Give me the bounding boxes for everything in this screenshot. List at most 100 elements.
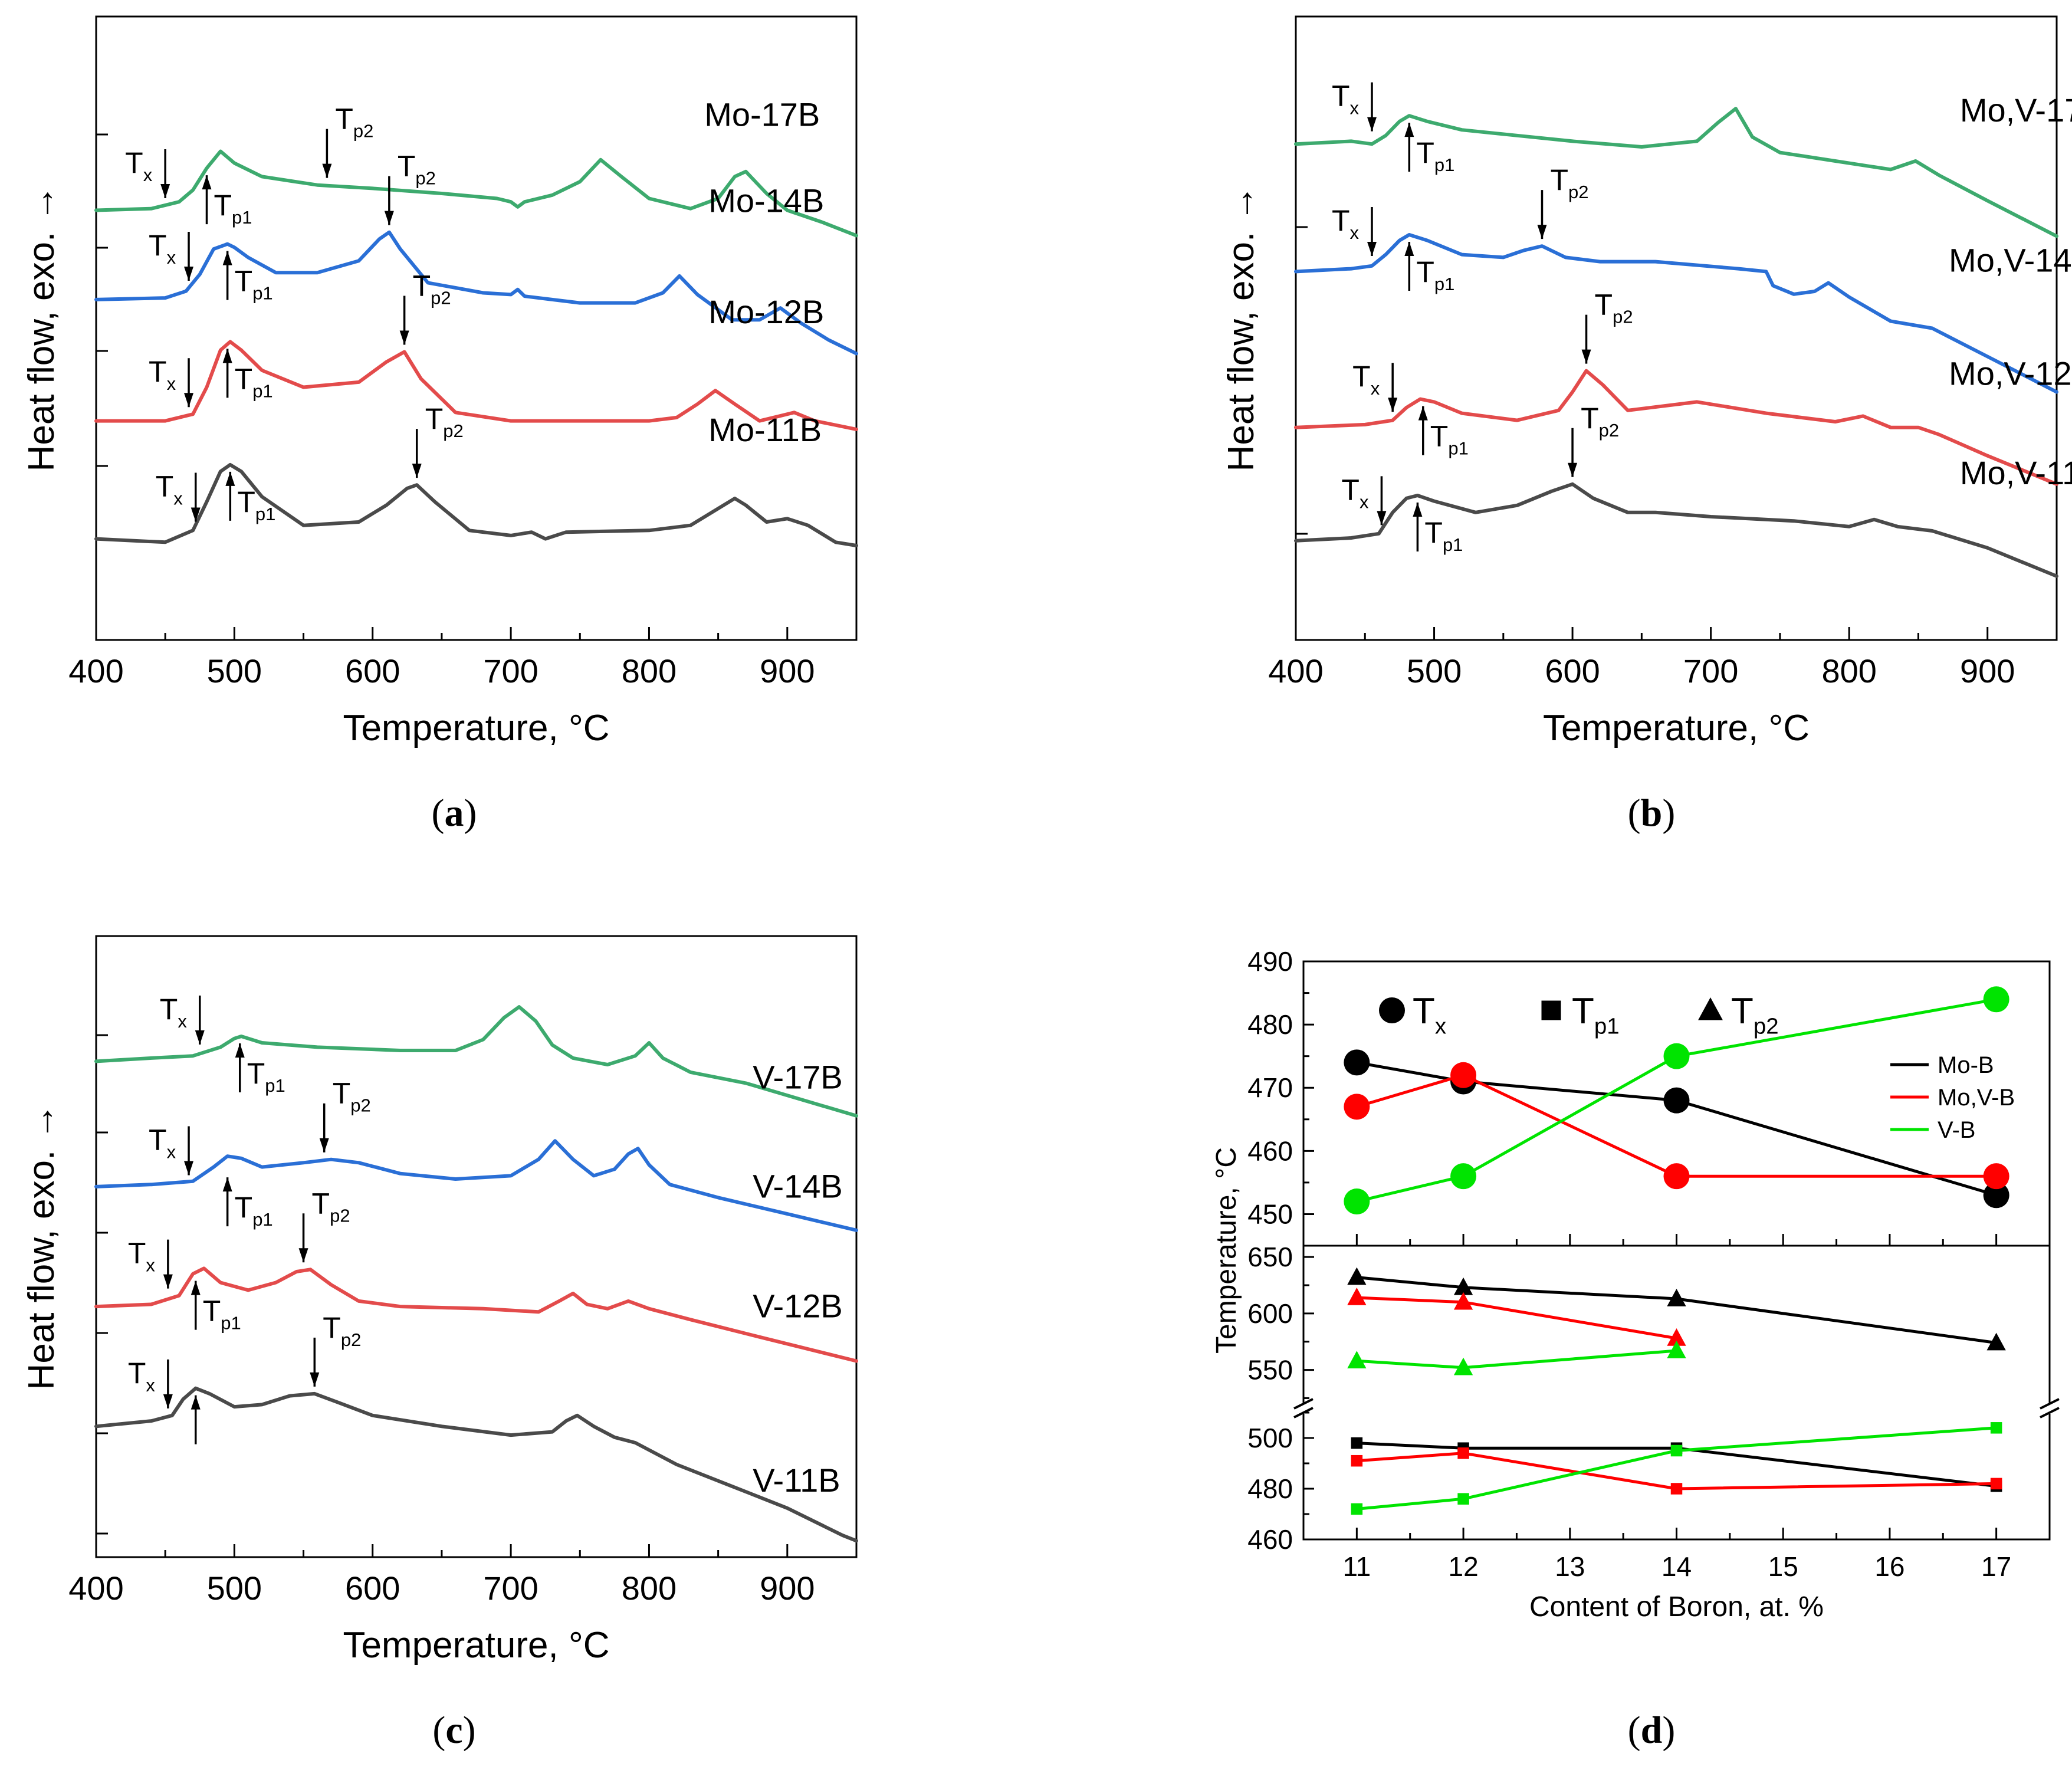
marker-label-0: Tx [125, 146, 153, 185]
marker-arrow-5-head [1388, 398, 1398, 412]
data-point-upper-2-3 [1983, 986, 2009, 1013]
marker-arrow-7-head [222, 349, 232, 363]
data-point-upper-1-0 [1344, 1094, 1370, 1120]
axis-break-mark-1 [2040, 1407, 2060, 1419]
marker-label-0: Tx [1332, 80, 1360, 119]
marker-label-6: Tx [149, 355, 176, 394]
x-tick-label: 400 [1268, 652, 1323, 690]
marker-legend-symbol-2 [1698, 997, 1723, 1020]
y-tick-label-lower: 460 [1247, 1524, 1293, 1555]
data-point-lower-2-1 [1457, 1493, 1469, 1505]
marker-label-2: Tx [1332, 204, 1360, 243]
curve-label-0: Mo-17B [704, 96, 820, 133]
marker-arrow-1-head [235, 1043, 245, 1058]
legend-label-1: Mo,V-B [1938, 1085, 2015, 1111]
x-axis-title: Temperature, °C [343, 1625, 609, 1666]
marker-label-7: Tp1 [235, 362, 273, 401]
curve-label-1: Mo,V-14B [1949, 241, 2072, 278]
plot-frame [95, 15, 858, 641]
data-point-upper-2-0 [1344, 1188, 1370, 1215]
legend-label-2: V-B [1938, 1117, 1975, 1143]
marker-arrow-6-head [184, 393, 194, 408]
marker-arrow-3-head [222, 1177, 232, 1192]
marker-legend-symbol-0 [1379, 997, 1405, 1023]
marker-label-4: Tp2 [1550, 163, 1588, 202]
marker-label-8: Tp2 [413, 269, 451, 308]
marker-label-6: Tp1 [1430, 420, 1469, 459]
marker-label-3: Tp1 [235, 1191, 273, 1230]
marker-arrow-9-head [191, 507, 201, 522]
marker-arrow-2-head [322, 163, 332, 178]
y-axis-title: Temperature, °C [1211, 1147, 1242, 1354]
x-tick-label: 600 [1545, 652, 1600, 690]
marker-arrow-4-head [319, 1138, 329, 1153]
marker-label-1: Tp1 [214, 189, 252, 228]
data-point-lower-3-3 [1986, 1332, 2006, 1351]
x-tick-label: 12 [1448, 1551, 1478, 1582]
data-point-lower-3-2 [1667, 1288, 1686, 1306]
plot-frame [1295, 15, 2058, 641]
x-tick-label: 14 [1661, 1551, 1692, 1582]
plot-frame [95, 935, 858, 1558]
marker-arrow-10-head [310, 1372, 320, 1387]
marker-arrow-2-head [1367, 241, 1377, 256]
series-line-lower-5 [1357, 1349, 1677, 1370]
series-line-upper-1 [1356, 1073, 1997, 1178]
panel-caption: (d) [1628, 1709, 1676, 1752]
panel-b: 400 500 600 700 800 900 Temperature, °C Heat fl… [1221, 15, 2072, 835]
series-line-1 [1294, 233, 2058, 394]
x-tick-label: 900 [760, 1570, 815, 1607]
data-point-upper-0-2 [1663, 1087, 1690, 1114]
series-line-upper-2 [1356, 997, 1997, 1203]
x-tick-label: 16 [1874, 1551, 1904, 1582]
marker-arrow-4-head [222, 251, 232, 265]
x-tick-label: 800 [1821, 652, 1876, 690]
x-tick-label: 800 [622, 1570, 677, 1607]
series-line-0 [94, 149, 858, 238]
y-tick-label-lower: 650 [1247, 1242, 1293, 1272]
marker-label-5: Tp2 [398, 150, 436, 189]
marker-label-8: Tx [1341, 473, 1369, 512]
x-tick-label: 400 [68, 652, 123, 690]
curve-label-2: Mo,V-12B [1949, 355, 2072, 392]
marker-arrow-7-head [1581, 349, 1591, 364]
marker-arrow-5-head [384, 211, 394, 225]
y-tick-label-lower: 500 [1247, 1423, 1293, 1453]
marker-arrow-6-head [1418, 406, 1428, 421]
x-tick-label: 600 [345, 1570, 400, 1607]
data-point-lower-5-1 [1453, 1357, 1473, 1375]
axis-break-mark-1 [2040, 1398, 2060, 1410]
marker-label-10: Tp2 [1581, 402, 1619, 441]
data-point-upper-1-2 [1663, 1163, 1690, 1190]
marker-arrow-7-head [298, 1248, 308, 1263]
data-point-upper-1-1 [1450, 1062, 1477, 1088]
series-line-lower-0 [1357, 1442, 1997, 1488]
y-tick-label-lower: 550 [1247, 1355, 1293, 1385]
series-line-0 [94, 1005, 858, 1118]
x-tick-label: 500 [207, 1570, 262, 1607]
legend-label-0: Mo-B [1938, 1052, 1994, 1078]
curve-label-3: Mo,V-11B [1960, 454, 2072, 491]
marker-arrow-9-head [191, 1395, 201, 1410]
marker-label-11: Tp2 [425, 402, 464, 441]
x-axis-title: Temperature, °C [1543, 708, 1810, 748]
marker-arrow-0-head [195, 1030, 205, 1045]
y-tick-label-lower: 600 [1247, 1298, 1293, 1329]
data-point-upper-1-3 [1983, 1163, 2009, 1190]
panel-caption: (a) [432, 792, 477, 835]
axis-break-mark-0 [1293, 1398, 1314, 1410]
series-line-2 [94, 340, 858, 431]
marker-label-4: Tp2 [333, 1077, 371, 1116]
curve-label-3: Mo-11B [708, 411, 822, 448]
data-point-upper-0-0 [1344, 1049, 1370, 1076]
x-tick-label: 13 [1555, 1551, 1585, 1582]
marker-label-7: Tp2 [312, 1187, 350, 1226]
curve-label-3: V-11B [753, 1462, 840, 1499]
marker-label-10: Tp2 [323, 1311, 361, 1350]
series-line-lower-2 [1357, 1426, 1997, 1511]
curve-label-1: V-14B [753, 1167, 843, 1204]
marker-label-0: Tx [160, 993, 188, 1032]
data-point-lower-4-2 [1667, 1328, 1686, 1346]
series-line-lower-4 [1357, 1296, 1677, 1340]
marker-arrow-2-head [184, 1161, 194, 1176]
